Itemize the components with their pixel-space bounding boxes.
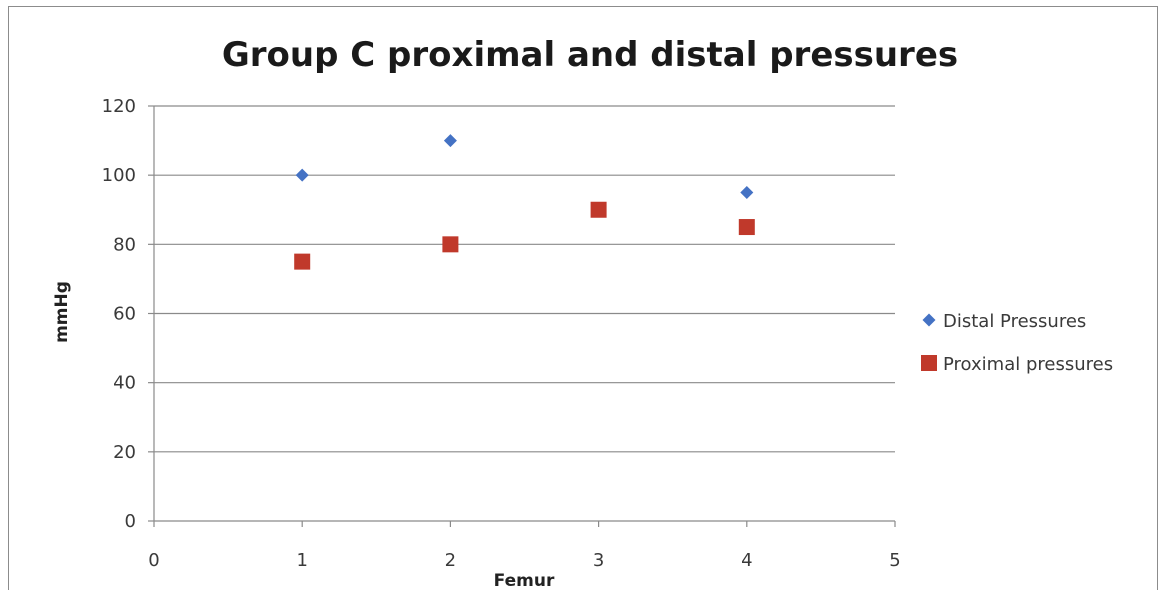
y-tick-label: 0 — [125, 511, 136, 532]
y-tick-label: 100 — [102, 165, 136, 186]
y-tick-label: 80 — [113, 234, 136, 255]
legend-marker-proximal — [921, 355, 937, 371]
proximal-point — [442, 236, 459, 253]
y-tick-label: 120 — [102, 96, 136, 117]
chart-title: Group C proximal and distal pressures — [222, 35, 958, 75]
legend: Distal Pressures Proximal pressures — [921, 311, 1113, 375]
x-tick-label: 4 — [741, 550, 752, 571]
data-points — [294, 134, 755, 270]
proximal-point — [738, 219, 755, 236]
gridlines — [154, 105, 895, 453]
x-tick-label: 3 — [593, 550, 604, 571]
y-tick-label: 20 — [113, 442, 136, 463]
distal-point — [443, 134, 457, 148]
distal-point — [740, 185, 754, 199]
y-axis-title: mmHg — [52, 281, 72, 343]
legend-marker-distal — [922, 313, 936, 327]
distal-point — [295, 168, 309, 182]
legend-label: Distal Pressures — [943, 311, 1086, 332]
proximal-point — [294, 253, 311, 270]
x-tick-label: 2 — [445, 550, 456, 571]
x-tick-label: 0 — [148, 550, 159, 571]
chart-frame — [8, 6, 1158, 590]
proximal-point — [590, 201, 607, 218]
x-tick-label: 5 — [889, 550, 900, 571]
x-tick-label: 1 — [296, 550, 307, 571]
x-axis-title: Femur — [494, 571, 555, 590]
axes — [148, 105, 896, 527]
x-tick-labels: 0 1 2 3 4 5 — [148, 550, 900, 571]
y-tick-labels: 0 20 40 60 80 100 120 — [102, 96, 136, 532]
y-tick-label: 60 — [113, 304, 136, 325]
y-tick-label: 40 — [113, 373, 136, 394]
legend-label: Proximal pressures — [943, 354, 1113, 375]
